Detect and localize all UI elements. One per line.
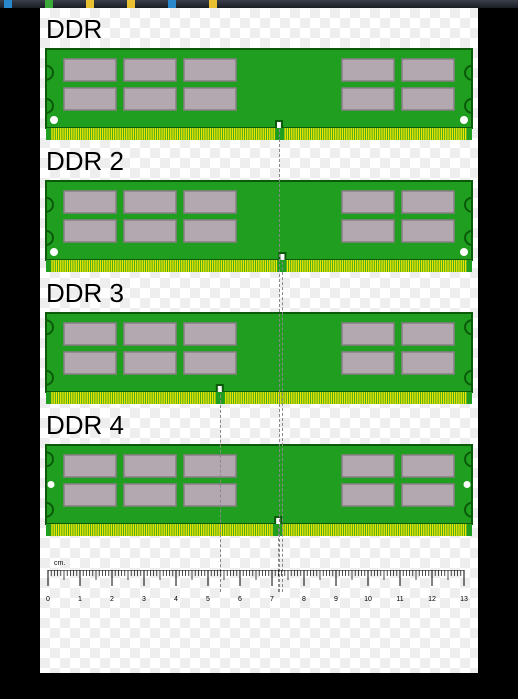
ruler-number: 1	[78, 596, 82, 603]
pin-group	[52, 392, 466, 404]
module-type-label: DDR	[46, 14, 474, 45]
taskbar-app-icon	[168, 0, 176, 8]
memory-chip	[402, 484, 454, 506]
os-taskbar	[0, 0, 518, 8]
memory-chip	[402, 352, 454, 374]
ruler-number: 8	[302, 596, 306, 603]
memory-chip	[64, 59, 116, 81]
memory-chip	[64, 220, 116, 242]
module-type-label: DDR 4	[46, 410, 474, 441]
memory-chip	[342, 484, 394, 506]
memory-chip	[342, 220, 394, 242]
memory-chip	[342, 59, 394, 81]
memory-chip	[184, 191, 236, 213]
mounting-hole	[460, 116, 468, 124]
memory-chip	[124, 88, 176, 110]
memory-chip	[342, 88, 394, 110]
memory-chip	[184, 88, 236, 110]
diagram-canvas: DDR DDR 2 DDR 3 DDR 4 cm.012345678910111…	[40, 8, 478, 673]
memory-chip	[342, 323, 394, 345]
ram-module-section: DDR 3	[44, 278, 474, 406]
taskbar-item[interactable]	[209, 0, 220, 8]
module-type-label: DDR 3	[46, 278, 474, 309]
ruler-number: 7	[270, 596, 274, 603]
side-hole	[48, 481, 55, 488]
memory-chip	[184, 220, 236, 242]
taskbar-item[interactable]	[86, 0, 97, 8]
taskbar-item[interactable]	[127, 0, 138, 8]
mounting-hole	[50, 248, 58, 256]
ruler-number: 13	[460, 596, 468, 603]
ruler-number: 10	[364, 596, 372, 603]
ruler-number: 4	[174, 596, 178, 603]
pin-group	[52, 128, 466, 140]
mounting-hole	[460, 248, 468, 256]
memory-chip	[124, 59, 176, 81]
taskbar-item[interactable]	[45, 0, 56, 8]
ruler: cm.012345678910111213	[44, 558, 474, 603]
memory-chip	[64, 191, 116, 213]
memory-chip	[402, 323, 454, 345]
ruler-number: 9	[334, 596, 338, 603]
taskbar-app-icon	[127, 0, 135, 8]
memory-chip	[64, 88, 116, 110]
ram-module-svg	[44, 179, 474, 274]
memory-chip	[402, 455, 454, 477]
memory-chip	[342, 455, 394, 477]
taskbar-app-icon	[45, 0, 53, 8]
memory-chip	[64, 484, 116, 506]
ram-module-svg	[44, 443, 474, 538]
ruler-number: 5	[206, 596, 210, 603]
memory-chip	[402, 59, 454, 81]
ruler-number: 11	[396, 596, 403, 603]
memory-chip	[402, 88, 454, 110]
mounting-hole	[50, 116, 58, 124]
ruler-number: 2	[110, 596, 114, 603]
memory-chip	[124, 220, 176, 242]
ruler-unit-label: cm.	[54, 560, 65, 567]
ram-module-section: DDR 2	[44, 146, 474, 274]
memory-chip	[64, 352, 116, 374]
memory-chip	[402, 220, 454, 242]
module-type-label: DDR 2	[46, 146, 474, 177]
notch-guide-line	[282, 262, 283, 592]
taskbar-app-icon	[86, 0, 94, 8]
memory-chip	[124, 455, 176, 477]
taskbar-item[interactable]	[168, 0, 179, 8]
memory-chip	[124, 484, 176, 506]
ruler-number: 3	[142, 596, 146, 603]
ruler-number: 6	[238, 596, 242, 603]
memory-chip	[124, 191, 176, 213]
ram-module-svg	[44, 47, 474, 142]
ruler-ticks	[44, 570, 468, 596]
notch-guide-line	[279, 129, 280, 592]
memory-chip	[124, 352, 176, 374]
memory-chip	[402, 191, 454, 213]
ram-module-svg	[44, 311, 474, 406]
memory-chip	[184, 352, 236, 374]
memory-chip	[184, 323, 236, 345]
ram-module-section: DDR 4	[44, 410, 474, 538]
memory-chip	[342, 191, 394, 213]
taskbar-app-icon	[209, 0, 217, 8]
ram-modules-container: DDR DDR 2 DDR 3 DDR 4	[44, 14, 474, 538]
taskbar-item[interactable]	[4, 0, 15, 8]
pin-group	[52, 260, 466, 272]
ram-module-section: DDR	[44, 14, 474, 142]
ruler-number: 12	[428, 596, 436, 603]
pin-group	[52, 524, 466, 536]
memory-chip	[184, 455, 236, 477]
memory-chip	[124, 323, 176, 345]
ruler-number: 0	[46, 596, 50, 603]
memory-chip	[64, 455, 116, 477]
memory-chip	[184, 484, 236, 506]
side-hole	[464, 481, 471, 488]
memory-chip	[184, 59, 236, 81]
taskbar-app-icon	[4, 0, 12, 8]
memory-chip	[342, 352, 394, 374]
memory-chip	[64, 323, 116, 345]
